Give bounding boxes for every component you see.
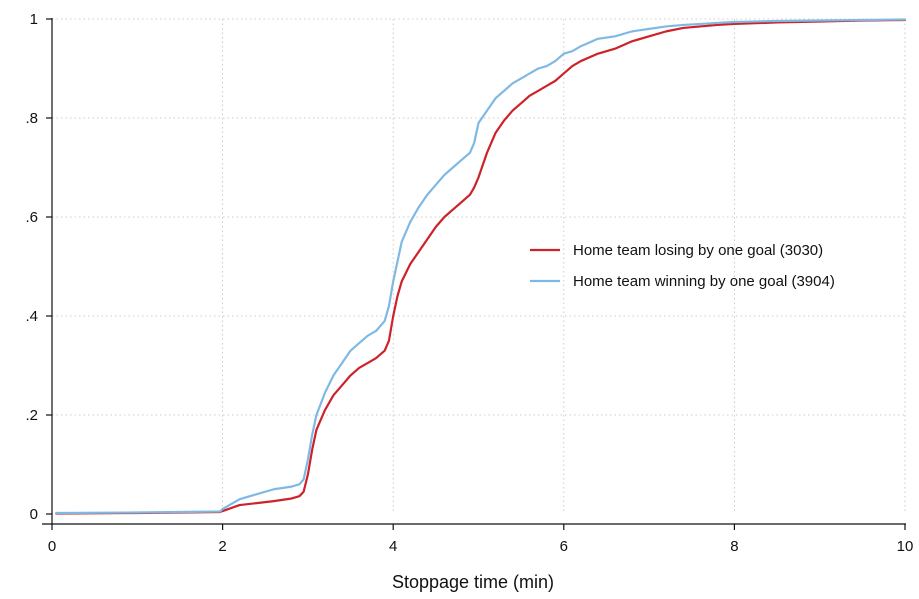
y-tick-label: .6 bbox=[25, 209, 38, 226]
series-line-winning bbox=[55, 18, 907, 515]
x-tick-label: 2 bbox=[218, 538, 226, 555]
axes bbox=[42, 18, 906, 530]
legend-label: Home team losing by one goal (3030) bbox=[573, 242, 823, 259]
y-tick-label: 0 bbox=[30, 506, 38, 523]
series-lines bbox=[55, 18, 907, 515]
x-tick-label: 8 bbox=[730, 538, 738, 555]
x-axis-title: Stoppage time (min) bbox=[392, 572, 554, 592]
y-tick-label: .8 bbox=[25, 110, 38, 127]
y-tick-label: .2 bbox=[25, 407, 38, 424]
tick-labels: 0.2.4.6.810 2 4 6 8 10 bbox=[25, 11, 913, 555]
x-tick-label: 4 bbox=[389, 538, 397, 555]
x-tick-label: 10 bbox=[897, 538, 914, 555]
legend: Home team losing by one goal (3030) Home … bbox=[530, 242, 835, 290]
y-tick-label: 1 bbox=[30, 11, 38, 28]
y-tick-label: .4 bbox=[25, 308, 38, 325]
x-tick-label: 0 bbox=[48, 538, 56, 555]
x-tick-label: 6 bbox=[560, 538, 568, 555]
legend-label: Home team winning by one goal (3904) bbox=[573, 273, 835, 290]
series-line-losing bbox=[55, 18, 907, 515]
grid bbox=[52, 18, 906, 514]
